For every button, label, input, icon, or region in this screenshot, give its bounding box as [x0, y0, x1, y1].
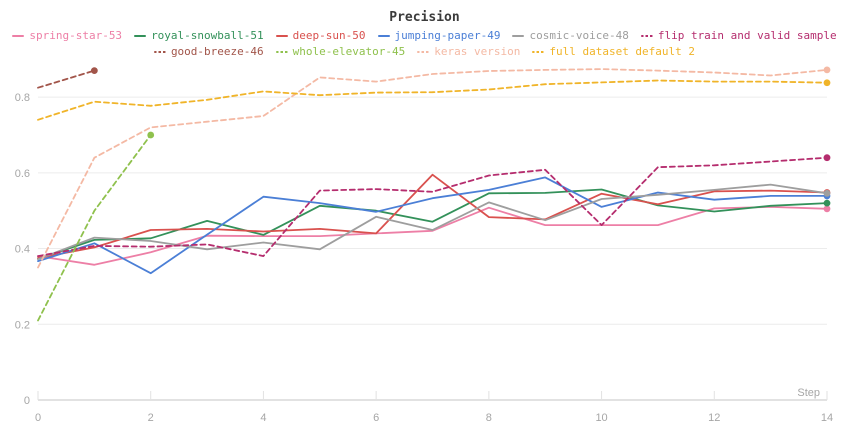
x-tick-label: 4 — [260, 412, 266, 424]
series-end-dot — [90, 67, 98, 75]
line-swatch-icon — [377, 35, 390, 37]
dashed-line-swatch-icon — [275, 51, 288, 53]
legend-item-keras-version[interactable]: keras version — [417, 45, 520, 59]
legend-item-royal-snowball-51[interactable]: royal-snowball-51 — [134, 29, 264, 43]
legend-label: royal-snowball-51 — [151, 29, 264, 42]
x-tick-label: 0 — [35, 412, 41, 424]
series-line-jumping-paper-49[interactable] — [37, 176, 828, 275]
legend-label: whole-elevator-45 — [292, 45, 406, 58]
y-tick-label: 0 — [24, 395, 30, 407]
series-line-cosmic-voice-48[interactable] — [37, 183, 828, 261]
legend-label: flip train and valid sample — [657, 29, 837, 42]
legend-label: jumping-paper-49 — [394, 29, 501, 42]
legend-item-cosmic-voice-48[interactable]: cosmic-voice-48 — [512, 29, 629, 43]
series-line-whole-elevator-45[interactable] — [37, 134, 152, 322]
line-swatch-icon — [134, 35, 147, 37]
dashed-line-swatch-icon — [153, 51, 166, 53]
series-line-flip-train-and-valid-sample[interactable] — [37, 156, 828, 258]
series-end-dot — [823, 154, 831, 162]
dashed-line-swatch-icon — [532, 51, 545, 53]
legend-item-good-breeze-46[interactable]: good-breeze-46 — [153, 45, 264, 59]
y-tick-label: 0.8 — [15, 92, 30, 104]
legend-item-spring-star-53[interactable]: spring-star-53 — [12, 29, 122, 43]
series-end-dot — [823, 205, 831, 213]
legend-label: good-breeze-46 — [170, 45, 264, 58]
x-tick-label: 12 — [708, 412, 720, 424]
series-line-full-dataset-default-2[interactable] — [37, 79, 828, 121]
series-line-deep-sun-50[interactable] — [37, 173, 828, 259]
y-tick-label: 0.2 — [15, 319, 30, 331]
legend-label: cosmic-voice-48 — [529, 29, 629, 42]
x-tick-label: 8 — [486, 412, 492, 424]
x-tick-label: 10 — [595, 412, 607, 424]
legend-item-deep-sun-50[interactable]: deep-sun-50 — [275, 29, 366, 43]
y-tick-label: 0.6 — [15, 168, 30, 180]
series-end-dot — [823, 79, 831, 87]
x-tick-label: 6 — [373, 412, 379, 424]
dashed-line-swatch-icon — [417, 51, 430, 53]
line-swatch-icon — [512, 35, 525, 37]
series-end-dot — [823, 189, 831, 197]
legend-label: deep-sun-50 — [292, 29, 366, 42]
series-line-good-breeze-46[interactable] — [37, 69, 96, 89]
x-tick-label: 2 — [148, 412, 154, 424]
legend-label: keras version — [434, 45, 521, 58]
series-end-dot — [823, 66, 831, 74]
series-end-dot — [147, 131, 155, 139]
legend-item-flip-train-and-valid-sample[interactable]: flip train and valid sample — [640, 29, 837, 43]
legend-label: spring-star-53 — [29, 29, 123, 42]
legend-item-full-dataset-default-2[interactable]: full dataset default 2 — [532, 45, 695, 59]
legend-label: full dataset default 2 — [549, 45, 696, 58]
chart-title: Precision — [389, 10, 460, 25]
series-line-royal-snowball-51[interactable] — [37, 188, 828, 260]
dashed-line-swatch-icon — [640, 35, 653, 37]
legend-item-jumping-paper-49[interactable]: jumping-paper-49 — [377, 29, 501, 43]
legend-row: spring-star-53 royal-snowball-51 deep-sun-… — [12, 29, 837, 43]
series-line-keras-version[interactable] — [37, 68, 828, 269]
y-tick-label: 0.4 — [15, 244, 30, 256]
chart-legend: spring-star-53 royal-snowball-51 deep-sun-… — [0, 29, 849, 59]
legend-row: good-breeze-46 whole-elevator-45 keras ver… — [153, 45, 695, 59]
line-swatch-icon — [12, 35, 25, 37]
x-axis-title: Step — [797, 387, 820, 399]
x-tick-label: 14 — [821, 412, 833, 424]
legend-item-whole-elevator-45[interactable]: whole-elevator-45 — [275, 45, 406, 59]
series-end-dot — [823, 199, 831, 207]
line-swatch-icon — [275, 35, 288, 37]
